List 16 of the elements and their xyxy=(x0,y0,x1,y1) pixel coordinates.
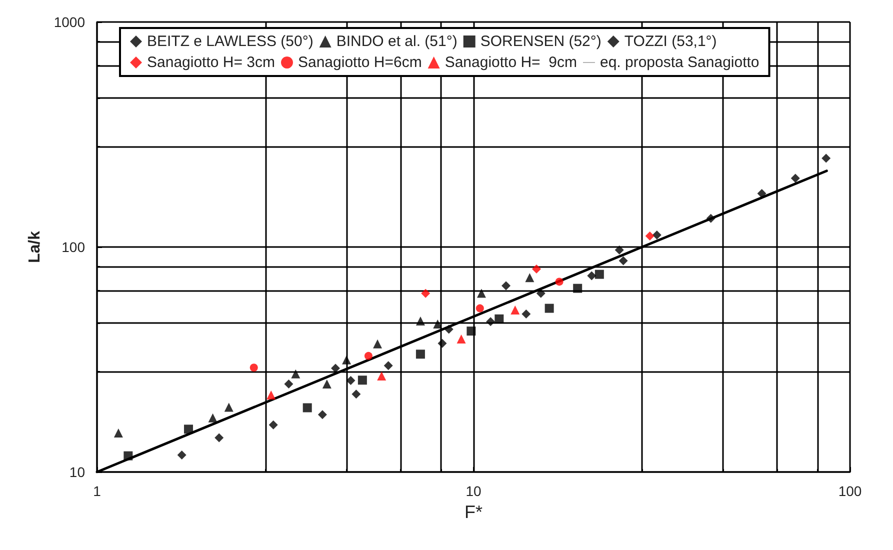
legend-label: Sanagiotto H= 9cm xyxy=(444,54,577,71)
y-tick-label: 10 xyxy=(69,464,86,480)
legend-label: BEITZ e LAWLESS (50°) xyxy=(147,33,314,50)
y-tick-label: 100 xyxy=(62,239,86,255)
legend-label: TOZZI (53,1°) xyxy=(624,33,717,50)
legend-label: Sanagiotto H= 3cm xyxy=(147,54,275,71)
y-tick-label: 1000 xyxy=(54,14,86,30)
x-tick-label: 1 xyxy=(93,483,102,499)
x-tick-label: 10 xyxy=(466,483,482,499)
x-axis-title: F* xyxy=(464,502,482,522)
x-tick-label: 100 xyxy=(838,483,862,499)
legend-label: eq. proposta Sanagiotto xyxy=(600,54,760,71)
legend-label: Sanagiotto H=6cm xyxy=(298,54,422,71)
y-axis-title: La/k xyxy=(26,230,44,264)
legend-label: SORENSEN (52°) xyxy=(480,33,602,50)
legend-label: BINDO et al. (51°) xyxy=(336,33,458,50)
